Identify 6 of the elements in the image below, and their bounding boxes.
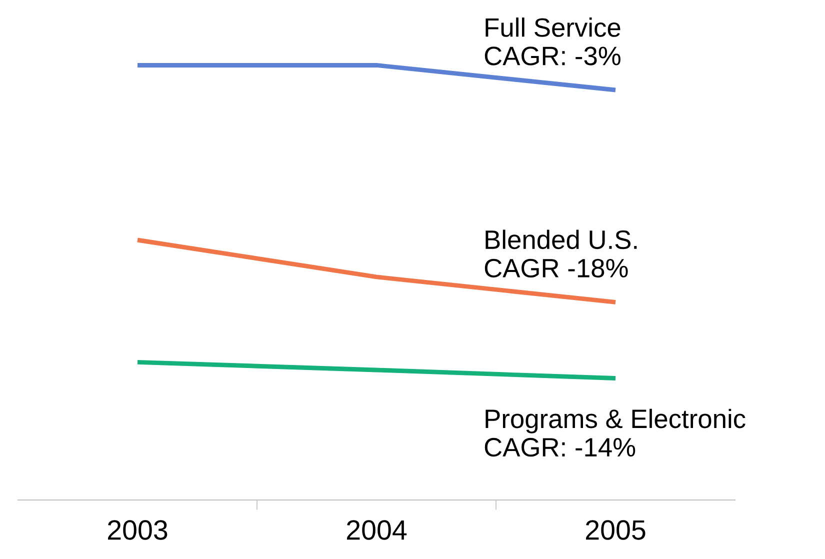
series-label: Blended U.S. CAGR -18% xyxy=(484,230,637,278)
x-tick-label: 2004 xyxy=(347,520,407,540)
series-label: Programs & Electronic CAGR: -14% xyxy=(484,408,746,457)
x-tick-label: 2005 xyxy=(586,520,646,540)
x-tick-label: 2003 xyxy=(108,520,168,540)
series-label: Full Service CAGR: -3% xyxy=(484,18,620,66)
